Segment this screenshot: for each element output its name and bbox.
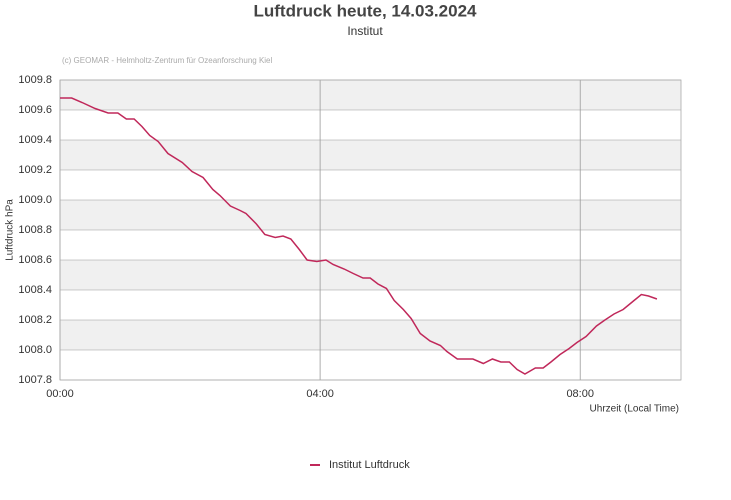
line-series: [60, 97, 658, 375]
grid-band: [60, 320, 681, 350]
grid-band: [60, 260, 681, 290]
x-tick-label: 04:00: [306, 388, 334, 400]
y-tick-label: 1009.4: [18, 134, 52, 146]
grid-band: [60, 200, 681, 230]
y-tick-label: 1008.2: [18, 314, 52, 326]
chart-title: Luftdruck heute, 14.03.2024: [254, 1, 478, 20]
plot-border: [59, 79, 682, 381]
y-tick-label: 1007.8: [18, 374, 52, 386]
x-tick-label: 08:00: [566, 388, 594, 400]
y-tick-label: 1008.0: [18, 344, 52, 356]
grid-band: [60, 80, 681, 110]
copyright: (c) GEOMAR - Helmholtz-Zentrum für Ozean…: [62, 56, 273, 65]
grid-band: [60, 140, 681, 170]
chart-subtitle: Institut: [347, 24, 383, 38]
y-tick-label: 1009.0: [18, 194, 52, 206]
x-tick-label: 00:00: [46, 388, 74, 400]
y-axis-label: Luftdruck hPa: [5, 199, 16, 261]
x-axis-label: Uhrzeit (Local Time): [590, 404, 679, 415]
y-tick-label: 1008.6: [18, 254, 52, 266]
y-tick-label: 1009.6: [18, 104, 52, 116]
legend-label: Institut Luftdruck: [329, 459, 410, 471]
y-tick-label: 1009.2: [18, 164, 52, 176]
y-tick-label: 1008.8: [18, 224, 52, 236]
y-tick-label: 1009.8: [18, 74, 52, 86]
y-tick-label: 1008.4: [18, 284, 52, 296]
